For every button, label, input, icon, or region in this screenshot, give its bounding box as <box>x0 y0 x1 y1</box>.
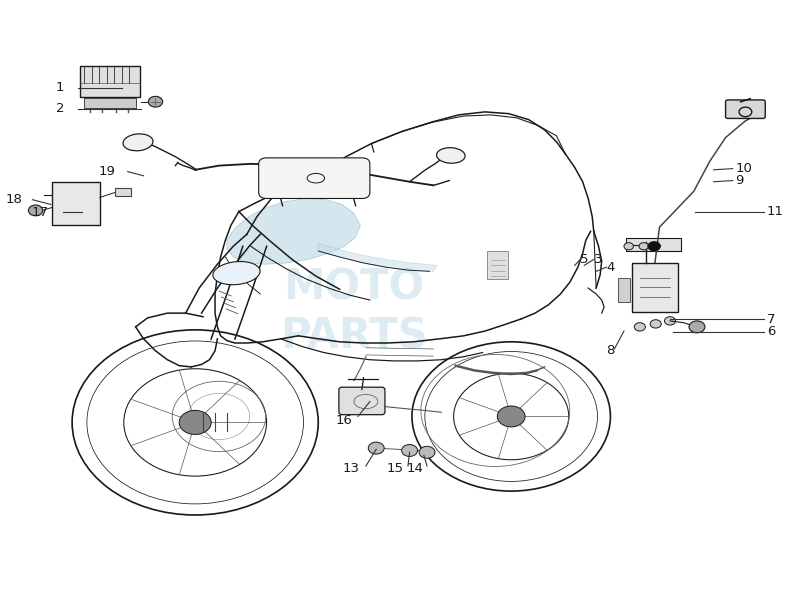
FancyBboxPatch shape <box>422 450 432 456</box>
Text: MOTO
PARTS: MOTO PARTS <box>280 266 428 357</box>
Text: 18: 18 <box>6 193 22 206</box>
Text: 6: 6 <box>767 325 775 338</box>
FancyBboxPatch shape <box>371 446 381 452</box>
Text: 3: 3 <box>594 253 602 266</box>
FancyBboxPatch shape <box>487 251 508 278</box>
Text: 7: 7 <box>767 313 775 326</box>
Circle shape <box>402 445 418 457</box>
Circle shape <box>624 242 634 250</box>
FancyBboxPatch shape <box>339 387 385 415</box>
Circle shape <box>665 317 675 325</box>
FancyBboxPatch shape <box>626 238 681 251</box>
FancyBboxPatch shape <box>80 66 140 97</box>
Circle shape <box>498 406 525 427</box>
Polygon shape <box>227 199 360 264</box>
Text: 9: 9 <box>735 174 743 187</box>
Text: 8: 8 <box>606 344 614 357</box>
FancyBboxPatch shape <box>632 263 678 312</box>
FancyBboxPatch shape <box>405 448 414 454</box>
FancyBboxPatch shape <box>84 98 136 107</box>
Circle shape <box>179 410 211 434</box>
Ellipse shape <box>123 134 153 151</box>
Ellipse shape <box>213 262 260 285</box>
Circle shape <box>650 320 662 328</box>
Circle shape <box>639 242 649 250</box>
FancyBboxPatch shape <box>258 158 370 199</box>
Ellipse shape <box>437 148 465 163</box>
Text: 4: 4 <box>606 260 615 274</box>
Text: 11: 11 <box>767 205 784 218</box>
Polygon shape <box>318 243 438 271</box>
Text: 15: 15 <box>386 462 403 475</box>
Text: 14: 14 <box>406 462 423 475</box>
Circle shape <box>689 321 705 333</box>
Circle shape <box>634 323 646 331</box>
Text: 10: 10 <box>735 162 752 175</box>
Text: 1: 1 <box>56 82 64 94</box>
Text: 13: 13 <box>342 462 359 475</box>
Circle shape <box>148 97 162 107</box>
Text: 17: 17 <box>31 206 48 219</box>
FancyBboxPatch shape <box>618 278 630 302</box>
FancyBboxPatch shape <box>726 100 766 118</box>
Circle shape <box>419 446 435 458</box>
FancyBboxPatch shape <box>115 188 131 196</box>
Text: 2: 2 <box>56 103 64 115</box>
FancyBboxPatch shape <box>52 182 100 226</box>
Text: 16: 16 <box>335 414 352 427</box>
Circle shape <box>29 205 42 216</box>
Text: 5: 5 <box>580 253 589 266</box>
Text: 19: 19 <box>99 165 116 178</box>
Circle shape <box>368 442 384 454</box>
Circle shape <box>648 241 661 251</box>
